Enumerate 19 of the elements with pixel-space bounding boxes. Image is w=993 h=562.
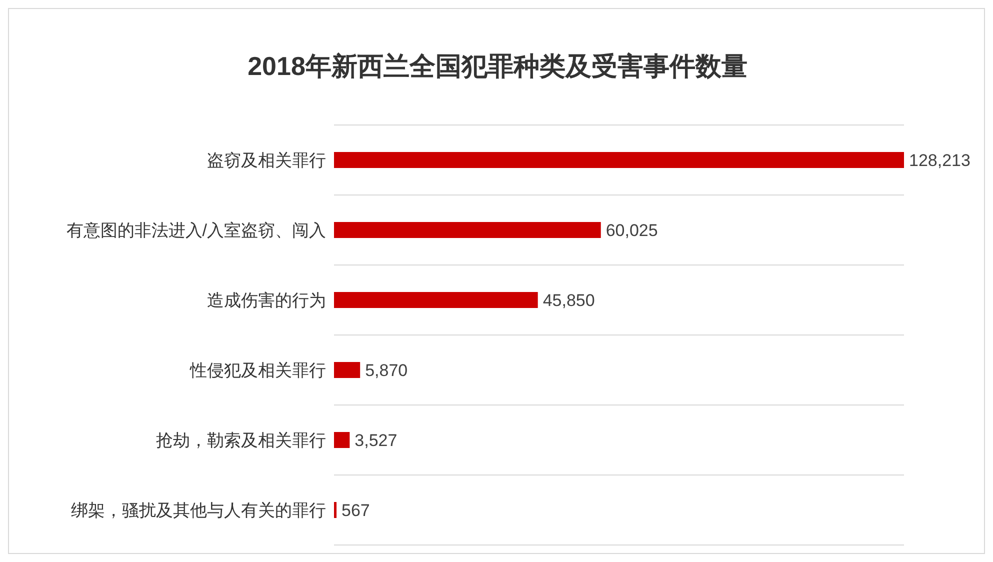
data-label: 60,025	[606, 221, 658, 240]
y-tick-label: 造成伤害的行为	[207, 291, 326, 310]
y-tick-label: 性侵犯及相关罪行	[189, 361, 326, 380]
data-label: 45,850	[542, 291, 595, 310]
y-tick-label: 绑架，骚扰及其他与人有关的罪行	[71, 501, 326, 520]
chart-title: 2018年新西兰全国犯罪种类及受害事件数量	[246, 50, 748, 83]
data-label: 5,870	[365, 361, 408, 380]
y-tick-label: 有意图的非法进入/入室盗窃、闯入	[66, 221, 326, 240]
bar	[334, 362, 360, 378]
y-tick-label: 盗窃及相关罪行	[207, 151, 326, 170]
bar	[334, 152, 904, 168]
data-label: 128,213	[909, 151, 970, 170]
bar	[334, 292, 538, 308]
bar	[334, 432, 350, 448]
data-label: 567	[342, 501, 370, 520]
bar	[334, 222, 601, 238]
y-tick-label: 抢劫，勒索及相关罪行	[156, 431, 326, 450]
bar	[334, 502, 337, 518]
data-label: 3,527	[354, 431, 398, 450]
